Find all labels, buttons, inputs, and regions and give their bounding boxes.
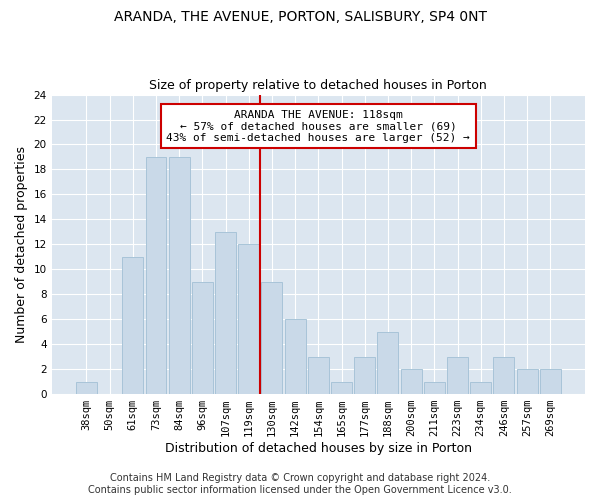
- Bar: [146, 157, 166, 394]
- Text: Contains HM Land Registry data © Crown copyright and database right 2024.
Contai: Contains HM Land Registry data © Crown c…: [88, 474, 512, 495]
- Bar: [284, 319, 305, 394]
- Bar: [493, 356, 514, 394]
- Bar: [377, 332, 398, 394]
- Bar: [424, 382, 445, 394]
- Text: ARANDA THE AVENUE: 118sqm
← 57% of detached houses are smaller (69)
43% of semi-: ARANDA THE AVENUE: 118sqm ← 57% of detac…: [166, 110, 470, 142]
- Bar: [401, 369, 422, 394]
- Bar: [169, 157, 190, 394]
- Bar: [354, 356, 375, 394]
- Title: Size of property relative to detached houses in Porton: Size of property relative to detached ho…: [149, 79, 487, 92]
- Bar: [215, 232, 236, 394]
- Text: ARANDA, THE AVENUE, PORTON, SALISBURY, SP4 0NT: ARANDA, THE AVENUE, PORTON, SALISBURY, S…: [113, 10, 487, 24]
- Bar: [192, 282, 213, 394]
- X-axis label: Distribution of detached houses by size in Porton: Distribution of detached houses by size …: [165, 442, 472, 455]
- Bar: [122, 257, 143, 394]
- Bar: [540, 369, 561, 394]
- Bar: [447, 356, 468, 394]
- Bar: [76, 382, 97, 394]
- Bar: [517, 369, 538, 394]
- Bar: [331, 382, 352, 394]
- Bar: [262, 282, 283, 394]
- Bar: [308, 356, 329, 394]
- Bar: [238, 244, 259, 394]
- Y-axis label: Number of detached properties: Number of detached properties: [15, 146, 28, 343]
- Bar: [470, 382, 491, 394]
